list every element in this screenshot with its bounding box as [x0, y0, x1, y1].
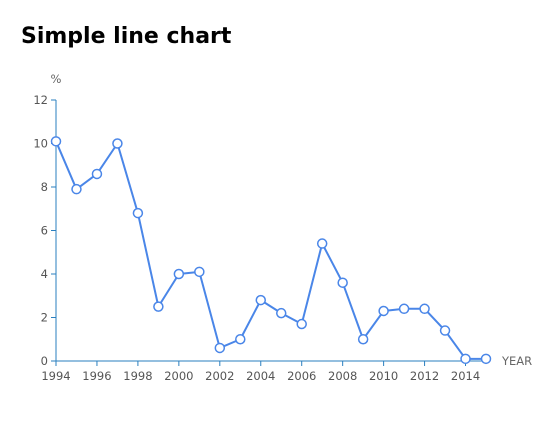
x-tick-label: 2008 — [328, 369, 357, 383]
series-points-group — [50, 136, 492, 365]
data-point — [296, 318, 307, 330]
data-point — [50, 136, 62, 147]
y-tick-label: 10 — [33, 137, 48, 151]
data-point — [419, 303, 430, 315]
data-point — [173, 268, 185, 280]
y-tick-label: 0 — [41, 354, 48, 368]
data-point — [439, 325, 451, 336]
data-point — [337, 277, 348, 288]
y-axis: 0 2 4 6 8 10 12 — [33, 93, 57, 368]
data-point — [480, 353, 492, 365]
data-point — [255, 294, 267, 306]
x-tick-label: 1994 — [41, 369, 70, 383]
data-point — [153, 301, 164, 312]
data-point — [91, 168, 103, 180]
x-tick-label: 2006 — [287, 369, 316, 383]
x-tick-label: 1998 — [123, 369, 152, 383]
y-axis-unit-label: % — [51, 72, 62, 86]
data-point — [112, 138, 123, 149]
series-line — [55, 140, 486, 360]
data-point — [316, 238, 328, 249]
data-point — [214, 342, 226, 354]
data-point — [235, 334, 246, 345]
data-point — [194, 266, 205, 278]
y-tick-label: 2 — [41, 311, 48, 325]
series-line-group — [55, 140, 486, 360]
data-point — [357, 334, 369, 345]
y-tick-label: 12 — [33, 93, 48, 107]
x-tick-label: 2002 — [205, 369, 234, 383]
y-tick-label: 4 — [41, 267, 48, 281]
data-point — [378, 305, 389, 317]
data-point — [71, 183, 82, 195]
y-tick-label: 8 — [41, 180, 48, 194]
x-tick-label: 2014 — [451, 369, 480, 383]
x-axis-label: YEAR — [501, 354, 532, 368]
chart-title: Simple line chart — [21, 24, 232, 49]
x-tick-label: 2000 — [164, 369, 193, 383]
x-axis: 1994 1996 1998 2000 2002 2004 2006 2008 2010 2012… — [41, 360, 486, 383]
y-tick-label: 6 — [41, 224, 48, 238]
data-point — [275, 307, 287, 319]
x-tick-label: 2010 — [369, 369, 398, 383]
data-point — [460, 353, 471, 365]
x-tick-label: 2004 — [246, 369, 275, 383]
data-point — [398, 303, 410, 315]
data-point — [132, 207, 144, 219]
x-tick-label: 1996 — [82, 369, 111, 383]
x-tick-label: 2012 — [410, 369, 439, 383]
